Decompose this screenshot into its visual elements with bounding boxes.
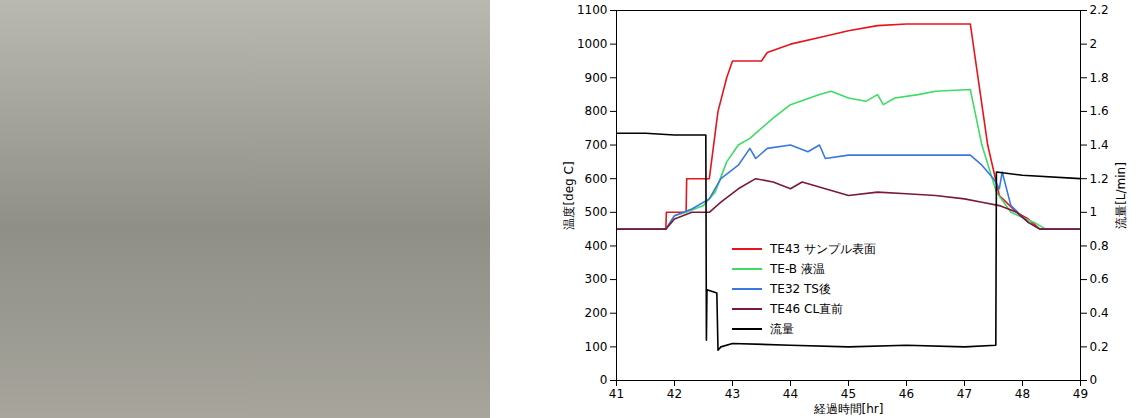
svg-text:1.2: 1.2 (1090, 172, 1109, 186)
svg-text:44: 44 (783, 387, 798, 401)
svg-text:41: 41 (609, 387, 624, 401)
svg-text:1.8: 1.8 (1090, 71, 1109, 85)
svg-text:48: 48 (1015, 387, 1030, 401)
svg-text:1000: 1000 (577, 37, 608, 51)
svg-text:900: 900 (585, 71, 608, 85)
svg-text:0: 0 (600, 373, 608, 387)
svg-text:0: 0 (1090, 373, 1098, 387)
svg-text:500: 500 (585, 205, 608, 219)
html-text:TE43 サンプル表面: TE43 サンプル表面 (770, 241, 876, 256)
svg-text:0.2: 0.2 (1090, 340, 1109, 354)
svg-text:700: 700 (585, 138, 608, 152)
svg-text:流量[L/min]: 流量[L/min] (1114, 162, 1128, 229)
svg-text:2.2: 2.2 (1090, 3, 1109, 17)
svg-text:46: 46 (899, 387, 914, 401)
svg-text:42: 42 (667, 387, 682, 401)
svg-text:1.4: 1.4 (1090, 138, 1109, 152)
svg-text:0.4: 0.4 (1090, 306, 1109, 320)
svg-text:1100: 1100 (577, 3, 608, 17)
html-text:流量: 流量 (770, 321, 794, 336)
svg-text:0.8: 0.8 (1090, 239, 1109, 253)
svg-text:300: 300 (585, 272, 608, 286)
svg-text:45: 45 (841, 387, 856, 401)
svg-text:800: 800 (585, 104, 608, 118)
svg-text:1.6: 1.6 (1090, 104, 1109, 118)
svg-text:1: 1 (1090, 205, 1098, 219)
svg-text:47: 47 (957, 387, 972, 401)
svg-text:49: 49 (1073, 387, 1088, 401)
svg-text:温度[deg C]: 温度[deg C] (562, 161, 576, 229)
html-text:TE-B 液温: TE-B 液温 (770, 261, 825, 276)
svg-text:600: 600 (585, 172, 608, 186)
svg-text:経過時間[hr]: 経過時間[hr] (813, 402, 884, 416)
svg-text:43: 43 (725, 387, 740, 401)
html-text:TE32 TS後: TE32 TS後 (770, 281, 831, 296)
svg-text:200: 200 (585, 306, 608, 320)
svg-text:2: 2 (1090, 37, 1098, 51)
svg-text:100: 100 (585, 340, 608, 354)
svg-text:400: 400 (585, 239, 608, 253)
svg-text:0.6: 0.6 (1090, 272, 1109, 286)
html-text:TE46 CL直前: TE46 CL直前 (770, 301, 844, 316)
